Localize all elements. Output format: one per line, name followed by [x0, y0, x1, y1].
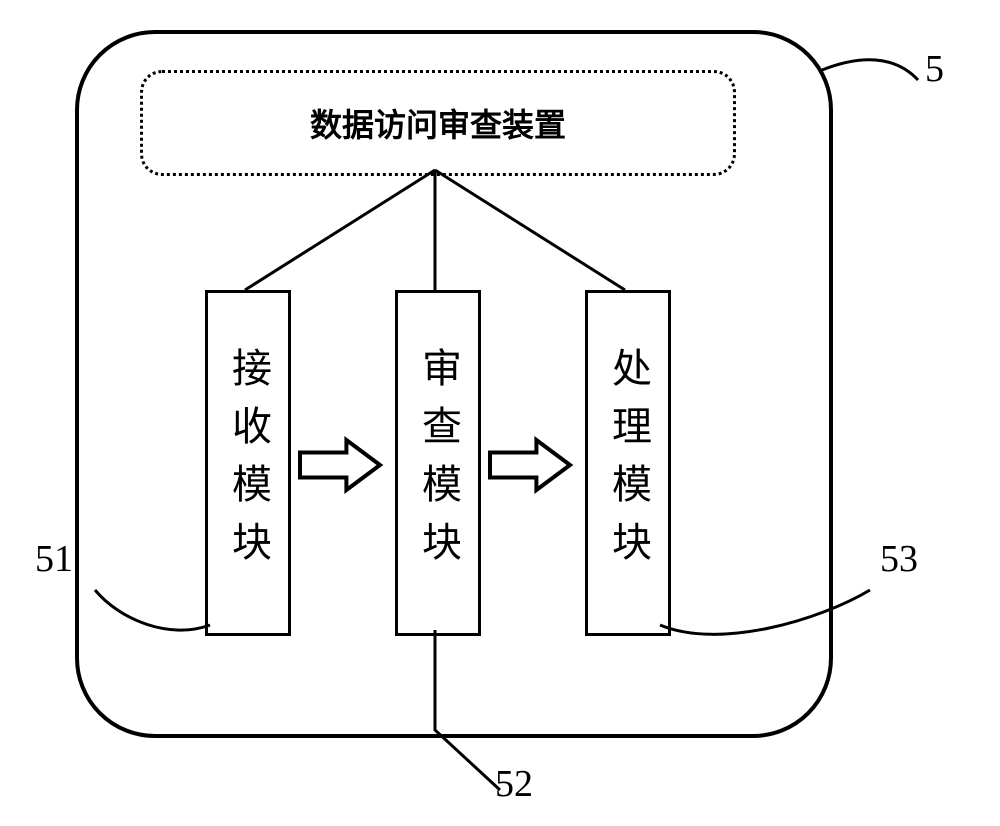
module-receive-label: 接收模块	[219, 347, 277, 579]
device-title-text: 数据访问审查装置	[310, 100, 566, 146]
diagram-canvas: 数据访问审查装置 接收模块 审查模块 处理模块 5 51 53 52	[0, 0, 1000, 826]
callout-leader	[822, 60, 918, 80]
module-receive: 接收模块	[205, 290, 291, 636]
module-process: 处理模块	[585, 290, 671, 636]
module-review-label: 审查模块	[409, 347, 467, 579]
reference-label-53: 53	[880, 537, 918, 581]
module-process-label: 处理模块	[599, 347, 657, 579]
reference-label-52: 52	[495, 762, 533, 806]
reference-label-5: 5	[925, 47, 944, 91]
device-title-box: 数据访问审查装置	[140, 70, 736, 176]
reference-label-51: 51	[35, 537, 73, 581]
module-review: 审查模块	[395, 290, 481, 636]
